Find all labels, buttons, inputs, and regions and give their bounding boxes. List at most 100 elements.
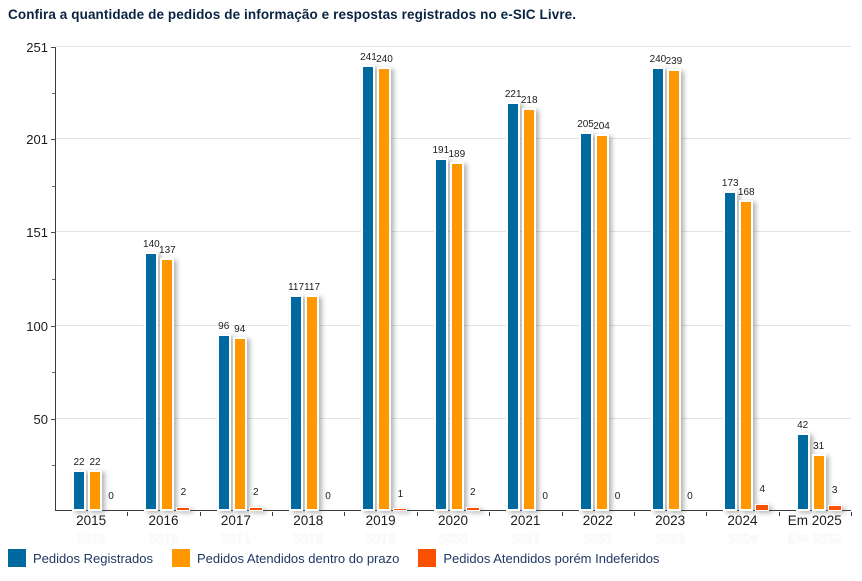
value-label: 0 — [325, 491, 331, 502]
y-axis-tick — [51, 231, 56, 233]
x-axis-label-reflection: 2021 — [510, 531, 541, 546]
value-label: 0 — [614, 491, 621, 502]
value-label: 173 — [721, 178, 739, 190]
bar-registrados — [361, 65, 376, 511]
bar-atendidos-prazo — [305, 294, 320, 511]
value-label: 241 — [360, 52, 377, 64]
value-label: 140 — [143, 239, 160, 251]
bar-indeferidos — [248, 507, 263, 511]
x-axis-label: 2019 — [365, 513, 396, 528]
value-label: 22 — [89, 457, 101, 469]
legend-swatch-indeferidos — [418, 549, 437, 567]
y-axis-label: 201 — [26, 132, 48, 148]
value-label: 240 — [376, 54, 393, 66]
bar-atendidos-prazo — [88, 470, 102, 511]
x-axis-tick — [778, 512, 780, 516]
bar-registrados — [795, 433, 810, 511]
value-label: 137 — [159, 244, 176, 256]
x-axis-label: 2015 — [76, 513, 107, 528]
x-axis-label-reflection: 2020 — [437, 531, 469, 546]
value-label: 168 — [737, 187, 755, 199]
value-label: 4 — [759, 483, 766, 495]
y-axis-minor-tick — [52, 93, 55, 95]
value-label: 0 — [687, 491, 693, 502]
x-axis-label-reflection: 2016 — [148, 531, 179, 546]
bar-indeferidos — [176, 507, 191, 511]
x-axis-label: 2021 — [510, 513, 541, 528]
x-axis-tick — [706, 512, 708, 516]
bar-atendidos-prazo — [811, 453, 826, 511]
value-label: 1 — [397, 489, 404, 501]
y-axis-tick — [51, 139, 56, 141]
value-label: 239 — [665, 56, 683, 68]
bar-registrados — [650, 67, 665, 511]
bar-registrados — [289, 294, 304, 511]
value-label: 218 — [520, 95, 538, 106]
x-axis-label-reflection: 2018 — [293, 531, 324, 546]
x-axis-label-reflection: Em 2025 — [787, 531, 842, 546]
bar-registrados — [723, 191, 738, 511]
value-label: 2 — [252, 487, 259, 499]
bar-atendidos-prazo — [522, 108, 537, 511]
x-axis-label-reflection: 2019 — [365, 531, 396, 546]
bar-indeferidos — [827, 505, 842, 511]
bar-atendidos-prazo — [594, 133, 609, 511]
y-axis-tick — [51, 326, 56, 328]
value-label: 191 — [432, 144, 450, 156]
x-axis-label: 2024 — [727, 513, 758, 528]
x-axis-label: 2023 — [655, 513, 686, 528]
gridline — [56, 138, 851, 140]
value-label: 2 — [180, 487, 187, 499]
value-label: 42 — [797, 420, 809, 432]
value-label: 221 — [504, 89, 522, 101]
bar-atendidos-prazo — [739, 200, 754, 511]
bar-atendidos-prazo — [377, 67, 392, 511]
value-label: 0 — [542, 491, 548, 502]
x-axis-label-reflection: 2015 — [76, 531, 107, 546]
x-axis-label: 2016 — [148, 513, 179, 528]
value-label: 240 — [649, 54, 667, 66]
bar-atendidos-prazo — [232, 337, 247, 511]
value-label: 189 — [448, 148, 466, 160]
value-label: 22 — [73, 457, 85, 469]
bar-atendidos-prazo — [160, 257, 175, 511]
legend-label: Pedidos Atendidos dentro do prazo — [196, 550, 400, 566]
bar-atendidos-prazo — [449, 161, 464, 511]
value-label: 94 — [234, 324, 246, 336]
y-axis-tick — [51, 47, 56, 48]
x-axis-tick — [416, 512, 418, 516]
value-label: 2 — [470, 487, 476, 499]
chart-title: Confira a quantidade de pedidos de infor… — [8, 7, 577, 22]
value-label: 205 — [577, 119, 594, 131]
bar-atendidos-prazo — [666, 69, 681, 511]
x-axis-tick — [851, 512, 852, 516]
bar-registrados — [144, 252, 159, 511]
x-axis-label-reflection: 2022 — [582, 531, 613, 546]
legend-item: Pedidos Atendidos dentro do prazo — [171, 549, 400, 567]
value-label: 204 — [593, 120, 610, 132]
legend-item: Pedidos Registrados — [8, 549, 153, 567]
bar-registrados — [433, 157, 448, 511]
bar-indeferidos — [465, 507, 480, 511]
bar-registrados — [72, 470, 86, 511]
x-axis-label-reflection: 2024 — [727, 531, 758, 546]
legend-swatch-registrados — [8, 549, 26, 567]
y-axis-label: 50 — [33, 411, 48, 427]
legend-swatch-atendidos-prazo — [171, 549, 190, 567]
bar-indeferidos — [393, 508, 408, 511]
legend: Pedidos Registrados Pedidos Atendidos den… — [8, 549, 678, 567]
value-label: 117 — [288, 281, 305, 293]
x-axis-label: 2018 — [293, 513, 324, 528]
x-axis-tick — [344, 512, 346, 516]
x-axis-label: 2020 — [437, 513, 469, 528]
legend-label: Pedidos Atendidos porém Indeferidos — [443, 550, 660, 566]
bar-indeferidos — [755, 503, 770, 511]
bar-registrados — [506, 102, 521, 511]
x-axis-tick — [633, 512, 635, 516]
y-axis-label: 100 — [26, 319, 48, 335]
legend-item: Pedidos Atendidos porém Indeferidos — [418, 549, 659, 567]
x-axis-label: Em 2025 — [787, 513, 842, 528]
y-axis-minor-tick — [52, 185, 55, 187]
value-label: 0 — [108, 491, 114, 502]
